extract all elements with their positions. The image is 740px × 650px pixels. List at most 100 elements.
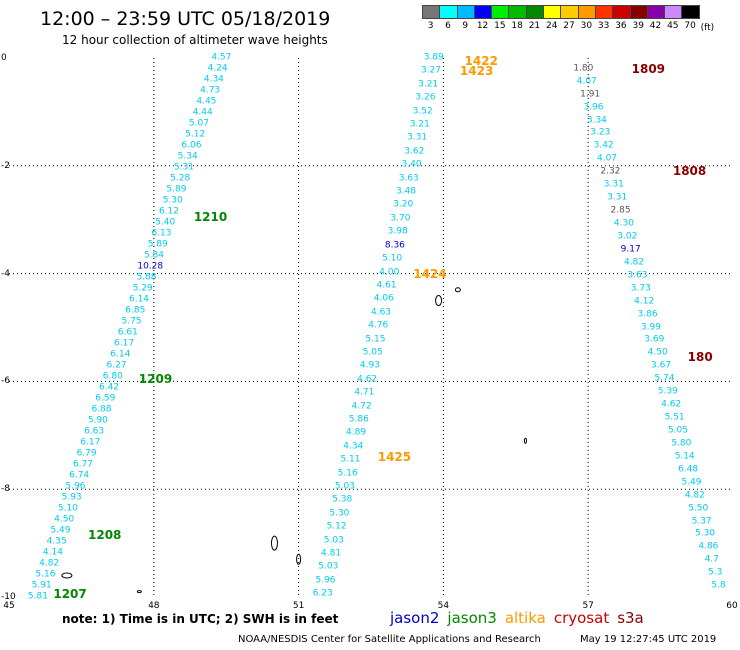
swh-value: 5.84 <box>143 250 165 261</box>
x-tick-label: 54 <box>437 601 450 611</box>
swh-value: 6.61 <box>117 327 138 338</box>
island-outline <box>523 437 527 444</box>
swh-value: 3.34 <box>586 115 607 126</box>
pass-time-label: 1423 <box>459 64 494 79</box>
swh-value: 9.17 <box>620 244 641 255</box>
swh-value: 5.30 <box>162 195 183 206</box>
swh-value: 4.71 <box>354 387 375 398</box>
swh-value: 5.03 <box>334 481 355 492</box>
swh-value: 5.89 <box>147 239 168 250</box>
swh-value: 3.67 <box>651 360 672 371</box>
island-outline <box>61 572 73 579</box>
color-scale-bin: 42 <box>646 5 666 33</box>
color-scale-unit: (ft) <box>700 23 715 33</box>
swh-value: 6.23 <box>312 588 333 599</box>
swh-value: 4.35 <box>46 536 67 547</box>
color-scale-label: 45 <box>667 21 679 31</box>
pass-time-label: 180 <box>687 350 713 365</box>
swh-value: 3.98 <box>387 226 408 237</box>
swh-value: 5.14 <box>674 451 695 462</box>
color-scale-label: 15 <box>494 21 506 31</box>
swh-value: 6.59 <box>95 393 116 404</box>
island-outline <box>296 553 302 565</box>
island-outline <box>270 535 278 551</box>
swh-value: 6.48 <box>678 464 699 475</box>
swh-value: 5.8 <box>711 580 726 591</box>
swh-value: 6.42 <box>99 382 120 393</box>
color-scale-label: 9 <box>462 21 469 31</box>
x-tick-label: 51 <box>292 601 305 611</box>
color-scale-label: 27 <box>563 21 575 31</box>
swh-value: 5.11 <box>340 454 361 465</box>
x-tick-label: 60 <box>726 601 738 611</box>
swh-value: 5.80 <box>671 438 692 449</box>
swh-value: 2.32 <box>600 166 621 177</box>
legend-item-jason3: jason3 <box>447 609 497 627</box>
color-scale-label: 70 <box>684 21 696 31</box>
swh-value: 3.26 <box>415 92 436 103</box>
swh-value: 5.28 <box>170 173 191 184</box>
y-tick-label: -4 <box>1 268 10 279</box>
pass-time-label: 1208 <box>88 528 122 542</box>
swh-value: 4.86 <box>698 541 719 552</box>
swh-value: 3.52 <box>412 106 433 117</box>
swh-value: 4.76 <box>368 320 389 331</box>
swh-value: 3.31 <box>607 192 628 203</box>
swh-value: 5.88 <box>136 272 157 283</box>
swh-value: 3.62 <box>404 146 425 157</box>
swh-value: 5.05 <box>667 425 688 436</box>
color-scale-bin: 70 <box>681 5 700 33</box>
swh-value: 6.79 <box>76 448 97 459</box>
x-tick-label: 48 <box>148 601 160 611</box>
color-scale-label: 39 <box>632 21 644 31</box>
satellite-legend: jason2 jason3 altika cryosat s3a <box>390 609 652 627</box>
swh-value: 4.34 <box>343 441 364 452</box>
y-tick-label: -6 <box>1 376 10 387</box>
color-scale-bin: 9 <box>456 5 475 33</box>
y-tick-label: 0 <box>1 53 7 63</box>
swh-value: 4.62 <box>661 399 682 410</box>
color-scale-label: 18 <box>511 21 523 31</box>
swh-value: 2.85 <box>610 205 631 216</box>
swh-value: 4.44 <box>192 107 213 118</box>
legend-item-cryosat: cryosat <box>553 609 610 627</box>
swh-value: 3.99 <box>640 322 661 332</box>
swh-value: 3.63 <box>398 173 419 184</box>
swh-value: 5.16 <box>35 569 56 580</box>
swh-value: 4.45 <box>196 96 217 107</box>
x-tick-label: 45 <box>3 601 15 611</box>
y-tick-label: -10 <box>1 592 16 602</box>
legend-item-jason2: jason2 <box>390 609 440 627</box>
swh-value: 5.81 <box>27 591 48 602</box>
swh-value: 6.74 <box>69 470 90 481</box>
swh-value: 5.16 <box>337 468 358 479</box>
swh-value: 6.17 <box>80 437 101 448</box>
pass-time-label: 1808 <box>672 164 707 179</box>
color-scale-label: 3 <box>427 21 434 31</box>
swh-value: 3.63 <box>627 270 648 281</box>
map-subtitle: 12 hour collection of altimeter wave hei… <box>62 33 328 47</box>
swh-value: 3.31 <box>603 179 624 190</box>
swh-value: 4.30 <box>613 218 634 229</box>
swh-value: 4.06 <box>373 293 394 304</box>
swh-value: 4.07 <box>596 153 618 164</box>
swh-value: 5.93 <box>61 492 82 503</box>
swh-value: 4.12 <box>634 296 655 307</box>
swh-value: 5.03 <box>318 561 339 572</box>
swh-value: 3.31 <box>407 132 428 143</box>
swh-value: 5.91 <box>31 580 52 591</box>
swh-value: 6.14 <box>110 349 131 360</box>
swh-value: 4.89 <box>346 427 367 438</box>
swh-value: 4.34 <box>203 74 224 85</box>
color-scale-label: 33 <box>597 21 610 31</box>
swh-value: 3.86 <box>637 309 658 320</box>
swh-value: 5.10 <box>57 503 78 514</box>
swh-value: 6.14 <box>128 294 150 305</box>
swh-value: 5.37 <box>691 516 712 527</box>
swh-value: 5.12 <box>326 521 347 532</box>
swh-value: 4.00 <box>379 267 400 278</box>
swh-value: 6.12 <box>158 206 179 217</box>
swh-value: 3.69 <box>644 334 665 345</box>
swh-value: 5.86 <box>348 414 369 425</box>
